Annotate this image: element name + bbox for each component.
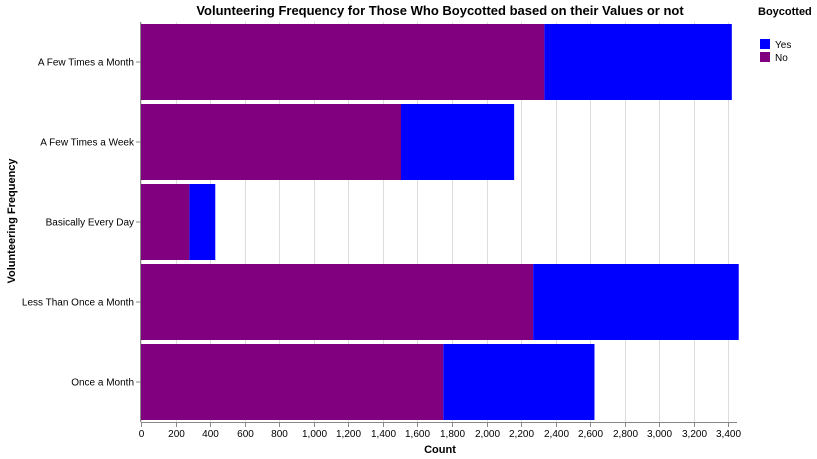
y-tick-label: A Few Times a Week: [40, 138, 135, 149]
x-tick-label: 0: [139, 429, 145, 440]
legend-swatch-no: [760, 52, 770, 62]
x-tick-label: 1,400: [371, 429, 396, 440]
x-axis-title: Count: [424, 444, 456, 456]
bar-yes: [400, 104, 515, 180]
x-axis: 0 200 400 600 800 1,000 1,200 1,400 1,600 1,800 2,…: [139, 422, 741, 440]
y-tick-label: Basically Every Day: [46, 218, 134, 229]
bar-no: [141, 24, 545, 100]
x-tick-label: 2,400: [544, 429, 569, 440]
legend-label-no: No: [775, 53, 788, 64]
legend-label-yes: Yes: [775, 40, 791, 51]
bars: [141, 24, 739, 420]
bar-yes: [544, 24, 732, 100]
x-tick-label: 3,400: [716, 429, 741, 440]
bar-no: [141, 104, 401, 180]
x-tick-label: 800: [271, 429, 288, 440]
bar-yes: [533, 264, 739, 340]
x-tick-label: 2,600: [578, 429, 603, 440]
x-tick-label: 2,000: [475, 429, 500, 440]
bar-no: [141, 344, 444, 420]
x-tick-label: 1,600: [405, 429, 430, 440]
x-tick-label: 200: [168, 429, 185, 440]
x-tick-label: 3,200: [682, 429, 707, 440]
x-tick-label: 1,000: [302, 429, 327, 440]
bar-yes: [443, 344, 595, 420]
x-tick-label: 2,200: [509, 429, 534, 440]
legend: Boycotted Yes No: [758, 6, 812, 64]
y-tick-label: Less Than Once a Month: [22, 298, 134, 309]
x-tick-label: 600: [237, 429, 254, 440]
x-tick-label: 1,800: [440, 429, 465, 440]
x-tick-label: 400: [202, 429, 219, 440]
chart-title: Volunteering Frequency for Those Who Boy…: [196, 3, 684, 18]
bar-no: [141, 184, 190, 260]
bar-yes: [189, 184, 216, 260]
x-tick-label: 1,200: [336, 429, 361, 440]
x-tick-label: 2,800: [613, 429, 638, 440]
x-tick-label: 3,000: [647, 429, 672, 440]
y-axis: A Few Times a Month A Few Times a Week Bas…: [22, 22, 141, 422]
legend-swatch-yes: [760, 39, 770, 49]
bar-no: [141, 264, 534, 340]
y-axis-title: Volunteering Frequency: [6, 158, 18, 284]
y-tick-label: Once a Month: [71, 378, 134, 389]
y-tick-label: A Few Times a Month: [38, 58, 134, 69]
legend-title: Boycotted: [758, 6, 812, 18]
